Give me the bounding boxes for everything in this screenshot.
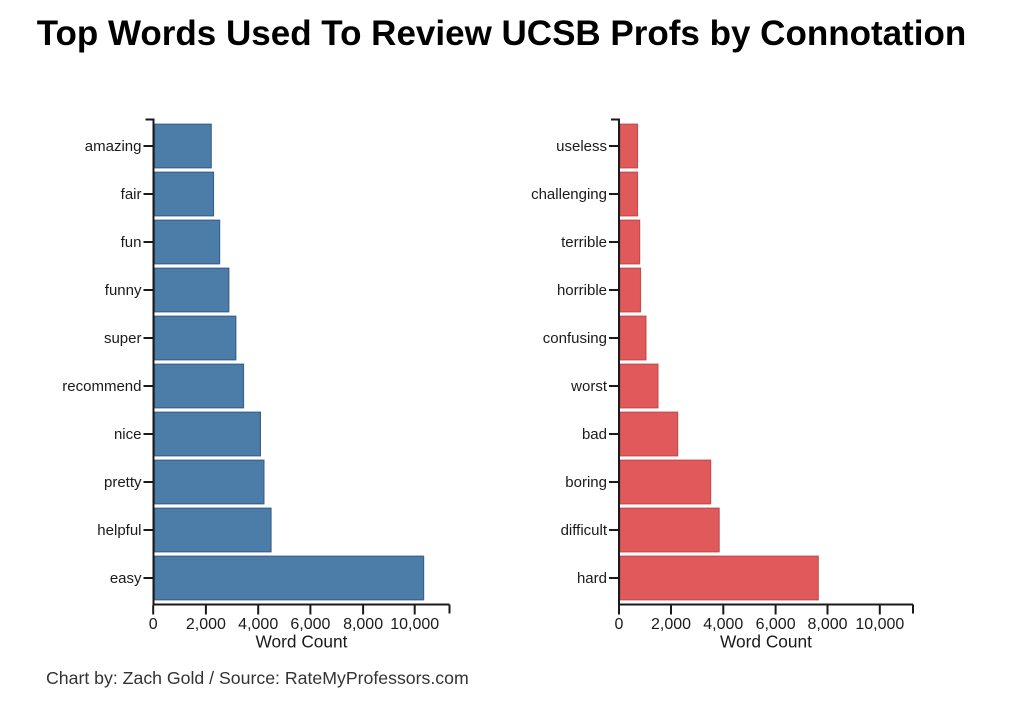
svg-text:helpful: helpful <box>97 522 141 539</box>
svg-text:4,000: 4,000 <box>238 616 278 633</box>
svg-text:Word Count: Word Count <box>256 632 348 652</box>
svg-text:amazing: amazing <box>85 138 142 155</box>
svg-text:8,000: 8,000 <box>807 616 847 633</box>
svg-text:10,000: 10,000 <box>390 616 439 633</box>
svg-text:recommend: recommend <box>62 378 141 395</box>
svg-text:Top Words Used To Review UCSB: Top Words Used To Review UCSB Profs by C… <box>37 14 966 53</box>
svg-text:hard: hard <box>577 570 607 587</box>
svg-text:easy: easy <box>110 570 142 587</box>
svg-text:horrible: horrible <box>557 282 607 299</box>
svg-text:0: 0 <box>149 616 158 633</box>
svg-text:difficult: difficult <box>561 522 608 539</box>
svg-text:nice: nice <box>114 426 142 443</box>
svg-text:2,000: 2,000 <box>651 616 691 633</box>
svg-text:fair: fair <box>121 186 142 203</box>
svg-text:boring: boring <box>565 474 607 491</box>
svg-text:6,000: 6,000 <box>756 616 796 633</box>
svg-text:fun: fun <box>121 234 142 251</box>
svg-text:Chart by: Zach Gold / Source:: Chart by: Zach Gold / Source: RateMyProf… <box>46 668 469 688</box>
svg-text:2,000: 2,000 <box>186 616 226 633</box>
svg-text:terrible: terrible <box>561 234 607 251</box>
svg-text:challenging: challenging <box>531 186 607 203</box>
svg-text:10,000: 10,000 <box>855 616 904 633</box>
svg-text:8,000: 8,000 <box>343 616 383 633</box>
svg-text:Word Count: Word Count <box>720 632 812 652</box>
svg-text:super: super <box>104 330 142 347</box>
svg-text:confusing: confusing <box>543 330 607 347</box>
svg-text:funny: funny <box>105 282 142 299</box>
svg-text:6,000: 6,000 <box>290 616 330 633</box>
svg-text:worst: worst <box>570 378 608 395</box>
svg-text:pretty: pretty <box>104 474 142 491</box>
svg-text:bad: bad <box>582 426 607 443</box>
svg-text:4,000: 4,000 <box>703 616 743 633</box>
svg-text:0: 0 <box>615 616 624 633</box>
svg-text:useless: useless <box>556 138 607 155</box>
